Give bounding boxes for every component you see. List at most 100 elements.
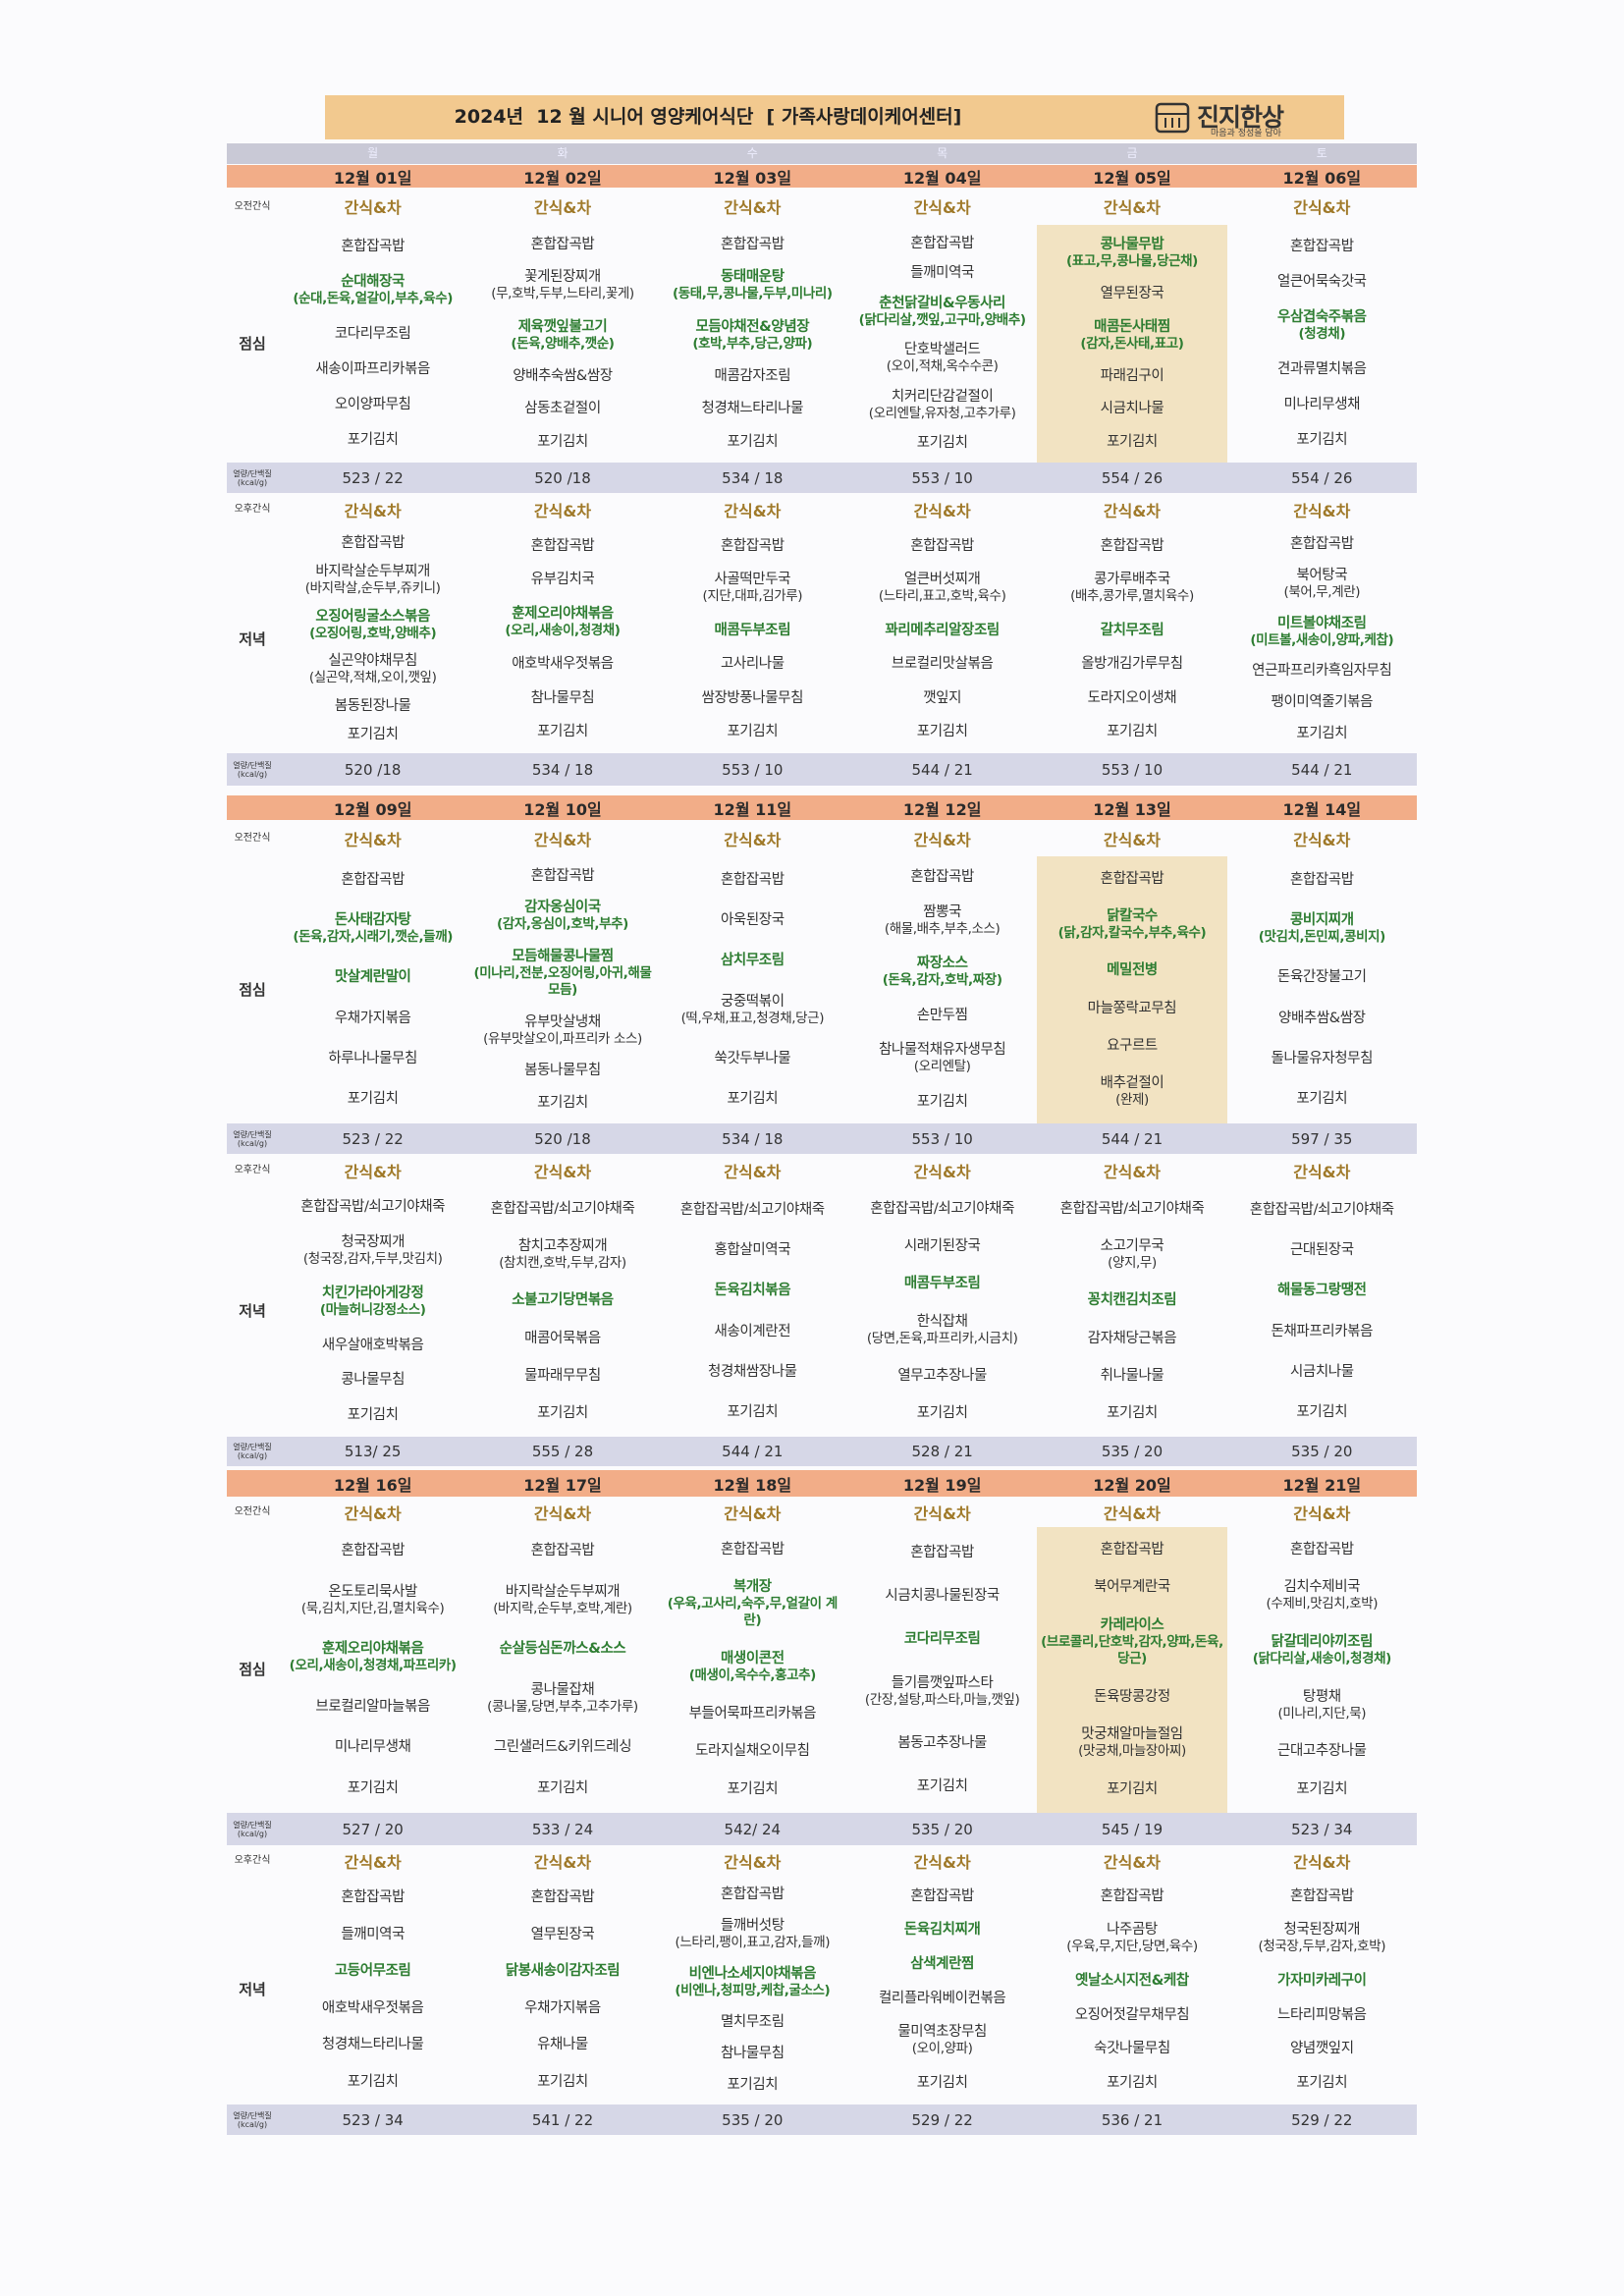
snack: 간식&차 — [913, 198, 971, 217]
row-label-text: 열량/단백질 — [233, 468, 272, 478]
menu-item: 혼합잡곡밥/쇠고기야채죽 — [300, 1199, 446, 1216]
menu-cell: 혼합잡곡밥 사골떡만두국 (지단,대파,김가루) 매콤두부조림 고사리나물 쌈장방풍나물무… — [658, 525, 847, 753]
menu-item: 애호박새우젓볶음 — [512, 656, 614, 673]
menu-cell: 혼합잡곡밥/쇠고기야채죽 참치고추장찌개 (참치캔,호박,두부,감자) 소불고기당면볶… — [467, 1186, 657, 1437]
row-label-unit: (kcal/g) — [237, 2119, 268, 2129]
menu-item: 혼합잡곡밥/쇠고기야채죽 — [490, 1200, 635, 1217]
menu-cell: 혼합잡곡밥 아욱된장국 삼치무조림 궁중떡볶이 (떡,우채,표고,청경채,당근) 쑥갓두부… — [658, 856, 847, 1123]
menu-item: 나주곰탕 (우육,무,지단,당면,육수) — [1066, 1922, 1198, 1955]
row-label-text: 열량/단백질 — [233, 760, 272, 770]
menu-item: 매콤어묵볶음 — [524, 1330, 601, 1346]
menu-cell: 혼합잡곡밥 동태매운탕 (동태,무,콩나물,두부,미나리) 모듬야채전&양념장 (호박,… — [658, 225, 847, 463]
menu-item: 오이양파무침 — [334, 397, 411, 413]
menu-item: 치킨가라아게강정 (마늘허니강정소스) — [319, 1285, 426, 1319]
row-label: 오후간식 — [234, 1855, 271, 1866]
menu-cell: 혼합잡곡밥 열무된장국 닭봉새송이감자조림 우채가지볶음 유채나물 포기김치 — [467, 1876, 657, 2105]
row-label: 오전간식 — [234, 200, 271, 212]
nutrition-value: 523 / 34 — [1291, 1820, 1353, 1838]
menu-item: 연근파프리카흑임자무침 — [1252, 663, 1392, 680]
date: 12월 21일 — [1282, 1475, 1362, 1495]
menu-item: 궁중떡볶이 (떡,우채,표고,청경채,당근) — [680, 993, 825, 1026]
snack: 간식&차 — [913, 1852, 971, 1872]
menu-cell: 혼합잡곡밥/쇠고기야채죽 홍합살미역국 돈육김치볶음 새송이계란전 청경채쌈장나물 포기김… — [658, 1186, 847, 1437]
menu-item: 홍합살미역국 — [714, 1242, 791, 1259]
row-label-text: 열량/단백질 — [233, 1443, 272, 1451]
menu-item: 돈육김치볶음 — [714, 1283, 791, 1299]
menu-item: 포기김치 — [537, 724, 588, 740]
menu-item: 포기김치 — [1107, 1405, 1158, 1422]
menu-item: 닭칼국수 (닭,감자,칼국수,부추,육수) — [1057, 907, 1207, 941]
menu-item: 콩나물무침 — [341, 1372, 406, 1389]
menu-item: 열무고추장나물 — [897, 1367, 987, 1384]
row-label: 열량/단백질 (kcal/g) — [227, 753, 278, 786]
menu-item: 혼합잡곡밥 — [1100, 1541, 1164, 1558]
menu-item: 혼합잡곡밥 — [720, 872, 785, 889]
menu-item: 참나물무침 — [720, 2045, 785, 2061]
date: 12월 11일 — [713, 799, 792, 819]
menu-item: 도라지실채오이무침 — [695, 1743, 810, 1760]
menu-item: 닭갈데리야끼조림 (닭다리살,새송이,청경채) — [1252, 1634, 1392, 1667]
nutrition-value: 544 / 21 — [1101, 1129, 1164, 1148]
menu-item: 돌나물유자청무침 — [1271, 1050, 1374, 1066]
menu-item: 포기김치 — [916, 1778, 968, 1795]
snack: 간식&차 — [1103, 501, 1162, 520]
menu-item: 참나물무침 — [530, 689, 595, 706]
menu-item: 혼합잡곡밥 — [910, 1544, 974, 1560]
menu-item: 쑥갓두부나물 — [714, 1050, 791, 1066]
menu-item: 포기김치 — [537, 1095, 588, 1112]
nutrition-value: 555 / 28 — [531, 1443, 594, 1460]
nutrition-row — [227, 1123, 1417, 1154]
menu-cell: 혼합잡곡밥 콩비지찌개 (맛김치,돈민찌,콩비지) 돈육간장불고기 양배추쌈&쌈장 돌나물… — [1227, 856, 1417, 1123]
row-label-unit: (kcal/g) — [237, 769, 268, 779]
row-label-unit: (kcal/g) — [237, 1829, 268, 1838]
menu-item: 혼합잡곡밥 — [530, 867, 595, 884]
menu-item: 모듬야채전&양념장 (호박,부추,당근,양파) — [692, 318, 813, 352]
menu-item: 포기김치 — [347, 727, 399, 743]
menu-item: 새송이파프리카볶음 — [315, 361, 430, 378]
menu-item: 혼합잡곡밥 — [530, 537, 595, 554]
menu-item: 춘천닭갈비&우동사리 (닭다리살,깻잎,고구마,양배추) — [858, 295, 1026, 328]
nutrition-value: 535 / 20 — [1101, 1443, 1164, 1460]
menu-item: 멸치무조림 — [720, 2013, 785, 2030]
nutrition-value: 545 / 19 — [1101, 1820, 1164, 1838]
menu-item: 양념깻잎지 — [1289, 2041, 1354, 2057]
row-label: 열량/단백질 (kcal/g) — [227, 1813, 278, 1845]
date: 12월 14일 — [1282, 799, 1362, 819]
row-label: 저녁 — [239, 1302, 266, 1320]
snack: 간식&차 — [1293, 501, 1351, 520]
date: 12월 01일 — [333, 168, 412, 188]
nutrition-value: 523 / 34 — [342, 2110, 404, 2129]
menu-item: 고사리나물 — [720, 656, 785, 673]
row-label: 저녁 — [239, 629, 266, 648]
menu-item: 혼합잡곡밥 — [1289, 1541, 1354, 1558]
row-label: 점심 — [239, 334, 266, 353]
menu-item: 치커리단감겉절이 (오리엔탈,유자청,고추가루) — [868, 388, 1016, 421]
menu-item: 얼큰버섯찌개 (느타리,표고,호박,육수) — [878, 572, 1006, 605]
row-label: 열량/단백질 (kcal/g) — [227, 1123, 278, 1154]
menu-item: 포기김치 — [727, 1403, 779, 1420]
date-row — [227, 1470, 1417, 1497]
menu-item: 고등어무조림 — [334, 1963, 411, 1980]
menu-item: 온도토리묵사발 (묵,김치,지단,김,멸치육수) — [300, 1583, 445, 1616]
menu-item: 감자옹심이국 (감자,옹심이,호박,부추) — [497, 900, 628, 933]
menu-item: 맛궁채알마늘절임 (맛궁채,마늘장아찌) — [1078, 1726, 1186, 1760]
nutrition-row — [227, 2105, 1417, 2135]
menu-item: 들깨버섯탕 (느타리,팽이,표고,감자,들깨) — [675, 1918, 831, 1951]
date: 12월 18일 — [713, 1475, 792, 1495]
menu-cell: 혼합잡곡밥 북어탕국 (북어,무,계란) 미트볼야채조림 (미트볼,새송이,양파,케찹)… — [1227, 525, 1417, 753]
menu-item: 혼합잡곡밥 — [1289, 872, 1354, 889]
menu-item: 돈육간장불고기 — [1277, 969, 1367, 986]
menu-item: 새우살애호박볶음 — [321, 1337, 424, 1353]
snack: 간식&차 — [533, 198, 592, 217]
menu-cell: 혼합잡곡밥 콩가루배추국 (배추,콩가루,멸치육수) 갈치무조림 올방개김가루무침 도라지… — [1037, 525, 1226, 753]
row-label: 오후간식 — [234, 1165, 271, 1175]
menu-item: 참나물적채유자생무침 (오리엔탈) — [878, 1042, 1006, 1075]
snack: 간식&차 — [1103, 1162, 1162, 1181]
menu-item: 부들어묵파프리카볶음 — [688, 1705, 817, 1722]
snack: 간식&차 — [344, 501, 402, 520]
menu-item: 포기김치 — [347, 1406, 399, 1423]
menu-item: 포기김치 — [1107, 433, 1158, 450]
menu-item: 혼합잡곡밥/쇠고기야채죽 — [1249, 1202, 1394, 1219]
date: 12월 17일 — [523, 1475, 602, 1495]
snack: 간식&차 — [344, 198, 402, 217]
